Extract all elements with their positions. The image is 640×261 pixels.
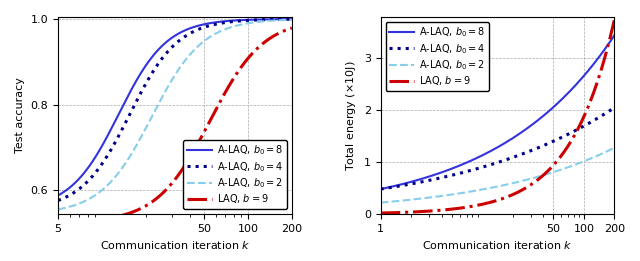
A-LAQ, $b_0 = 8$ [377, 188, 385, 191]
LAQ, $b = 9$ [377, 211, 385, 215]
A-LAQ, $b_0 = 4$ [611, 106, 618, 109]
A-LAQ, $b_0 = 2$ [561, 167, 568, 170]
A-LAQ, $b_0 = 2$ [66, 205, 74, 208]
A-LAQ, $b_0 = 4$ [281, 18, 289, 21]
X-axis label: Communication iteration $k$: Communication iteration $k$ [422, 239, 573, 251]
LAQ, $b = 9$ [490, 200, 498, 203]
Legend: A-LAQ, $b_0 = 8$, A-LAQ, $b_0 = 4$, A-LAQ, $b_0 = 2$, LAQ, $b = 9$: A-LAQ, $b_0 = 8$, A-LAQ, $b_0 = 4$, A-LA… [385, 22, 489, 91]
A-LAQ, $b_0 = 4$ [561, 134, 568, 138]
A-LAQ, $b_0 = 8$ [604, 44, 611, 47]
A-LAQ, $b_0 = 4$ [54, 199, 62, 202]
A-LAQ, $b_0 = 2$ [611, 146, 618, 149]
LAQ, $b = 9$ [162, 189, 170, 192]
A-LAQ, $b_0 = 8$ [281, 17, 289, 21]
LAQ, $b = 9$ [611, 18, 618, 21]
A-LAQ, $b_0 = 2$ [388, 200, 396, 203]
A-LAQ, $b_0 = 4$ [168, 46, 175, 49]
A-LAQ, $b_0 = 8$ [162, 41, 170, 44]
LAQ, $b = 9$ [288, 26, 296, 29]
Line: A-LAQ, $b_0 = 4$: A-LAQ, $b_0 = 4$ [381, 108, 614, 189]
A-LAQ, $b_0 = 8$ [604, 44, 611, 47]
A-LAQ, $b_0 = 8$ [484, 151, 492, 154]
LAQ, $b = 9$ [281, 29, 289, 32]
A-LAQ, $b_0 = 8$ [611, 34, 618, 37]
A-LAQ, $b_0 = 8$ [490, 147, 498, 151]
Line: LAQ, $b = 9$: LAQ, $b = 9$ [381, 19, 614, 213]
LAQ, $b = 9$ [66, 220, 74, 223]
A-LAQ, $b_0 = 4$ [238, 19, 246, 22]
A-LAQ, $b_0 = 4$ [388, 186, 396, 189]
A-LAQ, $b_0 = 4$ [484, 164, 492, 167]
LAQ, $b = 9$ [561, 149, 568, 152]
Line: A-LAQ, $b_0 = 8$: A-LAQ, $b_0 = 8$ [381, 35, 614, 189]
LAQ, $b = 9$ [388, 211, 396, 214]
LAQ, $b = 9$ [168, 182, 175, 185]
A-LAQ, $b_0 = 2$ [162, 90, 170, 93]
A-LAQ, $b_0 = 2$ [281, 19, 289, 22]
A-LAQ, $b_0 = 2$ [288, 18, 296, 21]
A-LAQ, $b_0 = 2$ [484, 187, 492, 190]
Y-axis label: Total energy ($\times$10J): Total energy ($\times$10J) [344, 60, 358, 171]
LAQ, $b = 9$ [604, 46, 611, 49]
A-LAQ, $b_0 = 4$ [66, 193, 74, 197]
A-LAQ, $b_0 = 4$ [162, 53, 170, 56]
A-LAQ, $b_0 = 8$ [288, 17, 296, 21]
A-LAQ, $b_0 = 2$ [54, 208, 62, 211]
A-LAQ, $b_0 = 4$ [288, 18, 296, 21]
A-LAQ, $b_0 = 4$ [377, 188, 385, 191]
A-LAQ, $b_0 = 2$ [168, 79, 175, 82]
A-LAQ, $b_0 = 2$ [604, 150, 611, 153]
Legend: A-LAQ, $b_0 = 8$, A-LAQ, $b_0 = 4$, A-LAQ, $b_0 = 2$, LAQ, $b = 9$: A-LAQ, $b_0 = 8$, A-LAQ, $b_0 = 4$, A-LA… [184, 140, 287, 209]
A-LAQ, $b_0 = 8$ [66, 186, 74, 189]
LAQ, $b = 9$ [604, 46, 611, 49]
A-LAQ, $b_0 = 4$ [604, 110, 611, 114]
A-LAQ, $b_0 = 8$ [168, 36, 175, 39]
A-LAQ, $b_0 = 8$ [281, 17, 289, 21]
A-LAQ, $b_0 = 2$ [238, 23, 246, 26]
A-LAQ, $b_0 = 4$ [490, 162, 498, 165]
Line: A-LAQ, $b_0 = 8$: A-LAQ, $b_0 = 8$ [58, 19, 292, 195]
A-LAQ, $b_0 = 2$ [490, 186, 498, 189]
LAQ, $b = 9$ [281, 29, 289, 32]
LAQ, $b = 9$ [238, 64, 246, 67]
A-LAQ, $b_0 = 2$ [604, 150, 611, 153]
A-LAQ, $b_0 = 8$ [54, 194, 62, 197]
A-LAQ, $b_0 = 4$ [604, 111, 611, 114]
LAQ, $b = 9$ [54, 220, 62, 223]
Line: A-LAQ, $b_0 = 4$: A-LAQ, $b_0 = 4$ [58, 19, 292, 200]
Y-axis label: Test accuracy: Test accuracy [15, 78, 25, 153]
Line: A-LAQ, $b_0 = 2$: A-LAQ, $b_0 = 2$ [58, 20, 292, 209]
A-LAQ, $b_0 = 2$ [281, 19, 289, 22]
A-LAQ, $b_0 = 8$ [388, 185, 396, 188]
Line: LAQ, $b = 9$: LAQ, $b = 9$ [58, 28, 292, 222]
X-axis label: Communication iteration $k$: Communication iteration $k$ [100, 239, 250, 251]
A-LAQ, $b_0 = 4$ [281, 18, 289, 21]
A-LAQ, $b_0 = 8$ [238, 19, 246, 22]
LAQ, $b = 9$ [484, 201, 492, 204]
Line: A-LAQ, $b_0 = 2$: A-LAQ, $b_0 = 2$ [381, 148, 614, 203]
A-LAQ, $b_0 = 8$ [561, 95, 568, 98]
A-LAQ, $b_0 = 2$ [377, 201, 385, 204]
